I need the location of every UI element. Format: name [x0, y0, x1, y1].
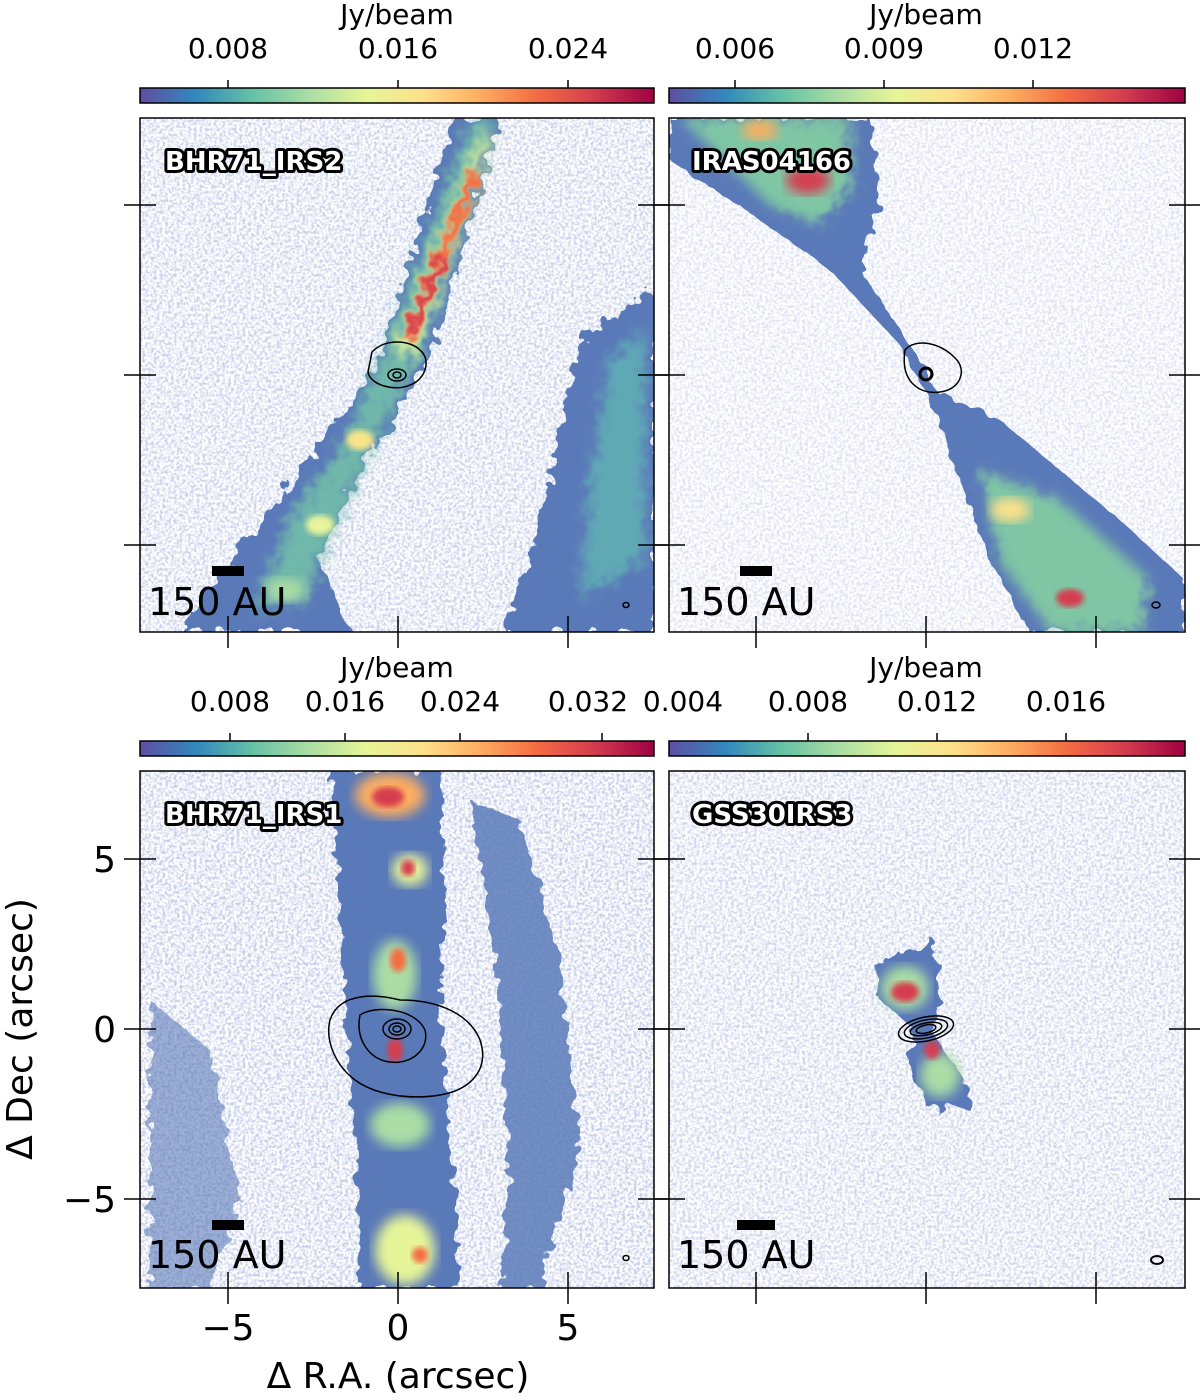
scale-bar	[740, 566, 772, 576]
colorbar-tick-label: 0.009	[844, 32, 924, 65]
intensity-map: GSS30IRS3 150 AU	[669, 771, 1185, 1288]
colorbar	[668, 87, 1186, 104]
scale-bar	[212, 566, 244, 576]
panel-bottom-left: Jy/beam 0.008 0.016 0.024 0.032	[0, 651, 670, 1397]
intensity-map: BHR71_IRS2 150 AU	[140, 118, 654, 632]
beam	[622, 601, 630, 609]
colorbar-title: Jy/beam	[867, 651, 983, 684]
y-tick-label: 0	[93, 1010, 116, 1051]
panel-top-left: Jy/beam 0.008 0.016 0.024	[124, 0, 670, 648]
intensity-map: IRAS04166 150 AU	[669, 118, 1185, 632]
x-tick-label: 0	[387, 1308, 410, 1349]
contours	[903, 342, 962, 394]
panel-bottom-right: Jy/beam 0.004 0.008 0.012 0.016	[643, 651, 1200, 1304]
contours	[328, 995, 484, 1098]
scale-label: 150 AU	[677, 580, 815, 624]
x-axis-label: Δ R.A. (arcsec)	[267, 1356, 530, 1397]
colorbar-tick-label: 0.024	[528, 32, 608, 65]
colorbar	[139, 740, 655, 757]
colorbar-tick-label: 0.032	[548, 685, 628, 718]
colorbar-tick-label: 0.008	[188, 32, 268, 65]
intensity-map: BHR71_IRS1 150 AU	[140, 771, 654, 1288]
colorbar-tick-label: 0.012	[897, 685, 977, 718]
beam	[622, 1254, 630, 1262]
colorbar	[668, 740, 1186, 757]
panel-title: BHR71_IRS2	[165, 147, 342, 177]
colorbar-tick-label: 0.004	[643, 685, 723, 718]
y-tick-label: 5	[93, 840, 116, 881]
y-tick-label: −5	[63, 1180, 116, 1221]
panel-top-right: Jy/beam 0.006 0.009 0.012	[653, 0, 1200, 648]
colorbar-ticks: 0.008 0.016 0.024	[188, 32, 608, 88]
scale-bar	[737, 1220, 775, 1230]
y-axis-label: Δ Dec (arcsec)	[0, 898, 41, 1160]
colorbar-title: Jy/beam	[867, 0, 983, 31]
scale-bar	[212, 1220, 244, 1230]
axis-ticks	[653, 858, 1200, 1304]
colorbar-tick-label: 0.006	[695, 32, 775, 65]
scale-label: 150 AU	[677, 1233, 815, 1277]
colorbar-ticks: 0.004 0.008 0.012 0.016	[643, 685, 1106, 741]
colorbar-title: Jy/beam	[338, 0, 454, 31]
colorbar-tick-label: 0.024	[420, 685, 500, 718]
colorbar-tick-label: 0.016	[358, 32, 438, 65]
beam	[1151, 601, 1161, 609]
x-tick-label: −5	[201, 1308, 254, 1349]
scale-label: 150 AU	[148, 580, 286, 624]
axis-ticks	[653, 204, 1200, 648]
x-axis-tick-labels: −5 0 5	[201, 1308, 579, 1349]
panel-title: GSS30IRS3	[692, 800, 852, 830]
scale-label: 150 AU	[148, 1233, 286, 1277]
colorbar-ticks: 0.006 0.009 0.012	[695, 32, 1073, 88]
colorbar-tick-label: 0.012	[993, 32, 1073, 65]
colorbar-tick-label: 0.008	[190, 685, 270, 718]
contours	[897, 1015, 955, 1043]
colorbar-tick-label: 0.016	[1026, 685, 1106, 718]
contours	[367, 341, 427, 389]
colorbar-ticks: 0.008 0.016 0.024 0.032	[190, 685, 628, 741]
y-axis-tick-labels: 5 0 −5	[63, 840, 116, 1221]
beam	[1150, 1255, 1164, 1265]
panel-title: BHR71_IRS1	[165, 800, 342, 830]
panel-title: IRAS04166	[692, 147, 851, 177]
colorbar-tick-label: 0.016	[305, 685, 385, 718]
colorbar	[139, 87, 655, 104]
x-tick-label: 5	[557, 1308, 580, 1349]
colorbar-tick-label: 0.008	[768, 685, 848, 718]
colorbar-title: Jy/beam	[338, 651, 454, 684]
